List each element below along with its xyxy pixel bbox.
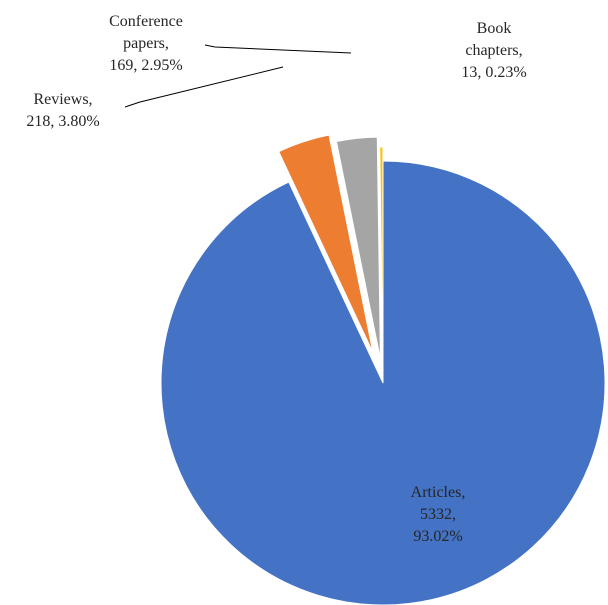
slice-label-line: 169, 2.95% — [109, 57, 182, 74]
slice-label-line: Book — [477, 20, 512, 37]
labels-layer: Articles, 5332, 93.02% Reviews, 218, 3.80% Co… — [26, 13, 526, 545]
slice-label-line: 218, 3.80% — [26, 113, 99, 130]
slice-label-line: chapters, — [465, 42, 522, 59]
slice-label-reviews: Reviews, 218, 3.80% — [26, 91, 99, 130]
slice-label-line: 93.02% — [413, 528, 462, 545]
slice-label-line: Conference — [109, 13, 183, 30]
pie-slice-book-chapters — [379, 146, 384, 370]
pie-slice-conference-papers — [335, 136, 381, 360]
slice-label-line: 5332, — [420, 506, 456, 523]
leader-line-reviews — [124, 66, 284, 108]
slice-label-line: papers, — [123, 35, 169, 52]
slice-label-articles: Articles, 5332, 93.02% — [411, 484, 466, 545]
leader-line-conference-papers — [204, 44, 352, 54]
slice-label-book-chapters: Book chapters, 13, 0.23% — [461, 20, 526, 81]
pie-slice-articles — [160, 160, 606, 605]
slice-label-conference-papers: Conference papers, 169, 2.95% — [109, 13, 183, 74]
slice-label-line: Reviews, — [33, 91, 92, 108]
pie-slice-reviews — [278, 134, 374, 353]
leader-lines-layer — [124, 44, 352, 108]
slices-layer — [160, 134, 606, 605]
slice-label-line: Articles, — [411, 484, 466, 501]
slice-label-line: 13, 0.23% — [461, 64, 526, 81]
